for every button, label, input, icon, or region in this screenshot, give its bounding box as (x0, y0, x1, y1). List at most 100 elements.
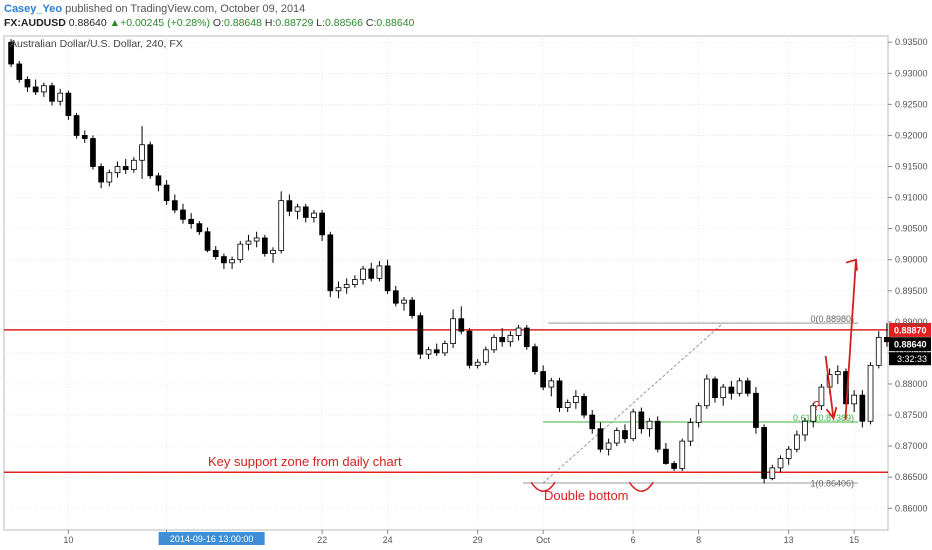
low-label: L: (316, 17, 326, 29)
candle-body (40, 85, 47, 93)
author-name[interactable]: Casey_Yeo (4, 3, 63, 15)
chart-annotations: Key support zone from daily chart Double … (208, 258, 858, 503)
candle-body (327, 234, 334, 292)
candle-body (728, 386, 735, 394)
candle-body (65, 92, 72, 116)
price-tick-label: 0.86000 (895, 503, 928, 513)
date-tick-label: 8 (696, 535, 701, 545)
candle-body (589, 414, 596, 430)
price-tick-label: 0.89500 (895, 286, 928, 296)
date-tick-label: 15 (849, 535, 859, 545)
candle-body (106, 172, 113, 183)
candle-body (753, 392, 759, 428)
up-arrowhead-icon (845, 258, 858, 271)
price-tick-label: 0.93500 (895, 37, 928, 47)
date-tick-label: 6 (631, 535, 636, 545)
fib-trend-line (542, 322, 724, 484)
candle-body (491, 336, 497, 351)
candle-body (319, 212, 325, 236)
candle-body (163, 184, 170, 202)
candle-body (851, 394, 858, 405)
support-resistance-lines[interactable]: 0.88870 (4, 322, 931, 473)
candle-body (417, 315, 424, 355)
candle-body (376, 265, 383, 279)
question-annotation: ? (813, 398, 820, 413)
projected-up-arrow (844, 259, 857, 421)
candle-body (32, 86, 39, 93)
fibonacci-retracement[interactable]: 1(0.86406) 0.618(0.87389) 0(0.88980) (523, 314, 858, 489)
price-tick-label: 0.93000 (895, 68, 928, 78)
publisher-line: Casey_Yeo published on TradingView.com, … (4, 3, 305, 15)
candle-body (654, 420, 661, 450)
published-text: published on TradingView.com, October 09… (65, 3, 306, 15)
candle-body (810, 405, 817, 422)
candle-body (171, 200, 178, 211)
candle-body (720, 386, 727, 399)
candle-body (8, 41, 14, 65)
price-tick-label: 0.87000 (895, 441, 928, 451)
double-bottom-arc-left (530, 481, 556, 492)
date-tick-label: 29 (473, 535, 483, 545)
candle-body (114, 166, 121, 174)
candle-body (204, 231, 211, 251)
candle-body (294, 206, 301, 212)
close-value: 0.88640 (376, 17, 415, 29)
candle-body (622, 430, 628, 440)
candle-body (736, 380, 743, 394)
candle-body (499, 336, 506, 343)
candle-body (474, 361, 481, 366)
double-bottom-arc-right (628, 481, 654, 492)
price-tick-label: 0.90500 (895, 224, 928, 234)
candle-body (368, 268, 375, 279)
candle-body (605, 442, 612, 450)
candle-body (482, 349, 489, 363)
candle-body (311, 212, 317, 218)
candle-body (278, 200, 285, 251)
price-tick-label: 0.89000 (895, 317, 928, 327)
symbol-label[interactable]: FX:AUDUSD (4, 17, 66, 29)
candle-body (16, 63, 23, 80)
candle-body (712, 378, 718, 399)
countdown-badge (889, 352, 931, 366)
fib-level-0-label: 0(0.88980) (810, 314, 854, 324)
candle-body (867, 364, 874, 422)
candle-body (302, 206, 309, 218)
date-tick-label: 24 (383, 535, 393, 545)
candle-body (433, 349, 440, 354)
candle-body (769, 467, 776, 479)
candle-body (523, 327, 530, 348)
last-price-badge (889, 337, 931, 352)
support-zone-annotation: Key support zone from daily chart (208, 454, 402, 469)
high-label: H: (264, 17, 276, 29)
double-bottom-annotation: Double bottom (544, 488, 629, 503)
candle-body (155, 175, 162, 186)
candle-body (802, 420, 808, 436)
chart-grid (3, 35, 889, 531)
down-arrowhead-icon (825, 406, 838, 421)
candle-body (180, 209, 186, 220)
price-tick-label: 0.87500 (895, 410, 928, 420)
candle-body (450, 318, 456, 344)
candle-body (139, 144, 145, 161)
candle-body (761, 427, 767, 479)
candle-body (24, 79, 31, 88)
candle-body (343, 284, 350, 289)
countdown-label: 3:32:33 (897, 354, 927, 364)
resistance-price-badge (889, 322, 931, 337)
last-price: 0.88640 (68, 17, 107, 29)
candle-body (540, 371, 546, 388)
open-value: 0.88648 (223, 17, 262, 29)
candle-body (188, 218, 195, 225)
price-tick-label: 0.91500 (895, 161, 928, 171)
change-arrow-icon: ▲ (109, 17, 121, 29)
candle-body (532, 346, 538, 372)
candle-body (98, 166, 104, 183)
candle-body (442, 343, 448, 354)
candle-body (687, 422, 694, 442)
candle-body (695, 405, 702, 423)
price-tick-label: 0.92500 (895, 99, 928, 109)
candle-body (548, 380, 555, 388)
candle-body (507, 335, 514, 343)
candle-body (270, 249, 276, 254)
